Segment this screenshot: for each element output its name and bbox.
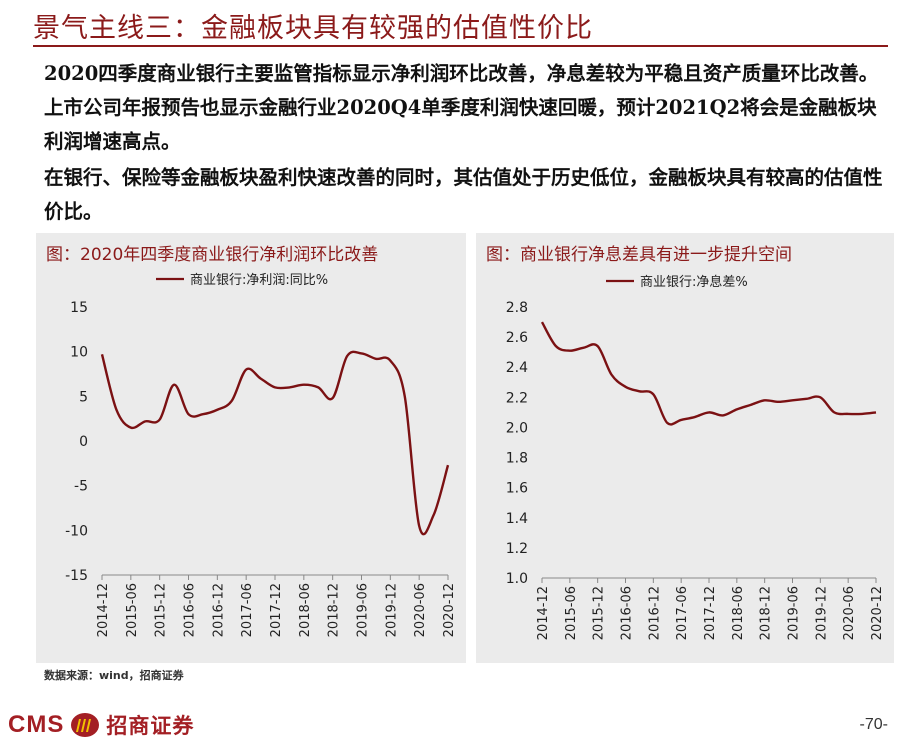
legend-label: 商业银行:净利润:同比%	[190, 273, 328, 288]
x-tick-label: 2020-12	[870, 586, 885, 640]
cms-logo: CMS 招商证券	[8, 711, 194, 739]
y-tick-label: 2.0	[506, 420, 528, 436]
x-tick-label: 2017-06	[240, 583, 255, 637]
y-tick-label: 2.4	[506, 360, 528, 376]
x-tick-label: 2015-06	[564, 586, 579, 640]
x-tick-label: 2018-12	[327, 583, 342, 637]
data-source-note: 数据来源：wind，招商证券	[44, 669, 184, 682]
y-tick-label: -15	[65, 568, 88, 584]
y-tick-label: 1.2	[506, 541, 528, 557]
chart-panel-net-interest-margin: 图：商业银行净息差具有进一步提升空间 商业银行:净息差% 2.8 2.6 2.4 2.2…	[476, 233, 894, 663]
y-tick-label: 5	[79, 389, 88, 405]
x-tick-label: 2017-12	[269, 583, 284, 637]
x-tick-label: 2019-12	[384, 583, 399, 637]
x-tick-label: 2014-12	[96, 583, 111, 637]
net-interest-margin-chart: 商业银行:净息差% 2.8 2.6 2.4 2.2 2.0 1.8 1.6 1.4 1.2 1.0 2…	[506, 274, 885, 640]
x-tick-label: 2019-06	[787, 586, 802, 640]
series-line	[100, 350, 450, 536]
x-tick-label: 2016-06	[620, 586, 635, 640]
paragraph-valuation: 在银行、保险等金融板块盈利快速改善的同时，其估值处于历史低位，金融板块具有较高的…	[44, 166, 883, 223]
x-tick-label: 2015-12	[154, 583, 169, 637]
y-tick-label: -5	[74, 479, 88, 495]
paragraph-net-profit: 2020四季度商业银行主要监管指标显示净利润环比改善，净息差较为平稳且资产质量环…	[44, 62, 879, 153]
x-tick-label: 2015-12	[592, 586, 607, 640]
logo-mark-icon	[70, 712, 100, 738]
y-tick-label: -10	[65, 523, 88, 539]
chart-title: 图：商业银行净息差具有进一步提升空间	[486, 245, 792, 265]
logo-chinese: 招商证券	[106, 713, 195, 738]
y-tick-label: 1.4	[506, 511, 528, 527]
x-tick-label: 2018-12	[759, 586, 774, 640]
y-tick-label: 0	[79, 434, 88, 450]
y-tick-label: 10	[70, 345, 88, 361]
x-tick-label: 2016-12	[647, 586, 662, 640]
x-tick-label: 2014-12	[536, 586, 551, 640]
page-number: -70-	[859, 716, 888, 733]
x-tick-label: 2020-12	[442, 583, 457, 637]
x-tick-label: 2019-06	[356, 583, 371, 637]
x-tick-label: 2020-06	[413, 583, 428, 637]
y-tick-label: 1.8	[506, 451, 528, 467]
y-tick-label: 15	[70, 300, 88, 316]
x-tick-label: 2017-12	[703, 586, 718, 640]
y-tick-label: 2.2	[506, 390, 528, 406]
chart-title: 图：2020年四季度商业银行净利润环比改善	[46, 245, 379, 265]
series-line	[540, 321, 877, 426]
x-tick-label: 2016-12	[211, 583, 226, 637]
net-profit-chart: 商业银行:净利润:同比% 15 10 5 0 -5 -10 -15 2014-12 2015-06…	[65, 273, 457, 637]
title-divider	[33, 45, 888, 47]
y-tick-label: 1.0	[506, 571, 528, 587]
x-tick-label: 2016-06	[183, 583, 198, 637]
slide-title: 景气主线三：金融板块具有较强的估值性价比	[33, 13, 593, 44]
y-tick-label: 2.6	[506, 330, 528, 346]
y-tick-label: 1.6	[506, 481, 528, 497]
x-tick-label: 2020-06	[842, 586, 857, 640]
chart-panel-net-profit: 图：2020年四季度商业银行净利润环比改善 商业银行:净利润:同比% 15 10 5 0…	[36, 233, 466, 663]
legend-label: 商业银行:净息差%	[640, 274, 748, 290]
logo-latin: CMS	[8, 711, 65, 738]
x-tick-label: 2015-06	[125, 583, 140, 637]
x-tick-label: 2018-06	[298, 583, 313, 637]
x-tick-label: 2018-06	[731, 586, 746, 640]
x-tick-label: 2019-12	[814, 586, 829, 640]
y-tick-label: 2.8	[506, 300, 528, 316]
x-tick-label: 2017-06	[675, 586, 690, 640]
